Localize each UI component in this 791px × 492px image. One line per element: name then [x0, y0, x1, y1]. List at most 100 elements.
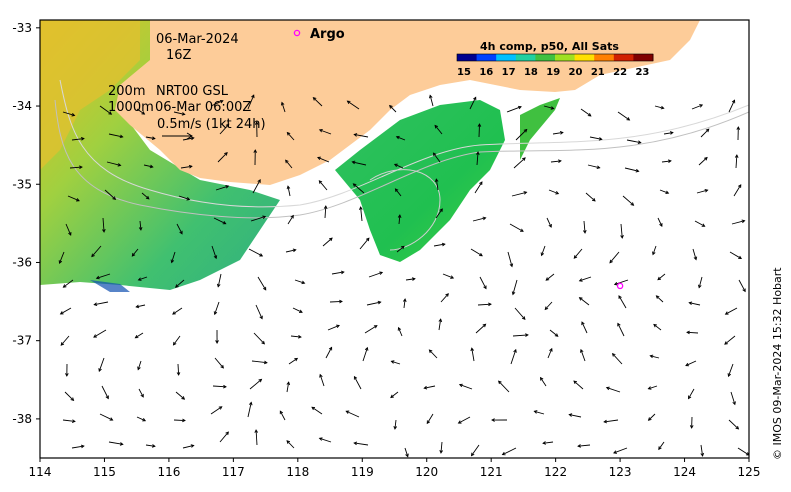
current-arrow-head [225, 185, 230, 189]
current-arrow-head [220, 364, 224, 369]
current-arrow-head [71, 419, 76, 423]
current-arrow [435, 208, 443, 219]
current-arrow [173, 419, 186, 421]
current-arrow [322, 237, 333, 247]
colorbar-label: 16 [479, 67, 493, 78]
current-arrow [60, 307, 72, 315]
current-arrow-head [737, 184, 742, 188]
current-arrow [440, 441, 443, 453]
current-arrow-head [402, 298, 407, 303]
current-arrow-head [79, 165, 83, 170]
current-arrow-head [533, 410, 538, 414]
current-arrow [509, 223, 524, 232]
colorbar-label: 19 [546, 67, 560, 78]
current-arrow-head [704, 156, 708, 161]
current-arrow-head [393, 163, 398, 167]
current-arrow-head [390, 394, 394, 399]
current-arrow [94, 301, 109, 306]
current-arrow-head [395, 135, 400, 140]
current-arrow-head [700, 452, 705, 457]
current-arrow-head [261, 340, 266, 345]
current-arrow [63, 279, 74, 288]
current-arrow-head [426, 420, 431, 425]
current-arrow-head [434, 124, 439, 129]
current-arrow [324, 205, 327, 219]
current-arrow [698, 276, 703, 288]
x-tick-label: 115 [93, 465, 116, 479]
current-arrow-head [58, 260, 63, 264]
current-arrow-head [581, 321, 585, 326]
colorbar-swatch [633, 54, 654, 61]
argo-legend-label: Argo [310, 27, 345, 42]
current-arrow-head [520, 228, 524, 232]
current-arrow [389, 105, 397, 113]
x-tick-label: 114 [29, 465, 52, 479]
current-vectors [58, 94, 749, 458]
current-arrow [67, 195, 80, 202]
current-arrow [319, 437, 332, 443]
current-arrow [549, 329, 559, 337]
current-arrow-head [251, 94, 255, 99]
current-arrow [541, 245, 546, 256]
x-tick-label: 122 [544, 465, 567, 479]
current-arrow [394, 163, 404, 169]
current-arrow [648, 413, 656, 421]
current-arrow-head [318, 437, 323, 441]
current-arrow-head [394, 188, 399, 192]
current-arrow-head [105, 395, 109, 400]
current-arrow [512, 279, 518, 295]
current-arrow-head [613, 281, 618, 286]
current-arrow-head [434, 178, 439, 183]
current-arrow [313, 97, 323, 107]
current-arrow-head [618, 295, 622, 299]
current-arrow-head [652, 251, 656, 256]
current-arrow-head [294, 357, 299, 362]
current-arrow-head [190, 444, 195, 448]
current-arrow [249, 379, 262, 390]
current-arrow [658, 441, 665, 450]
current-arrow-head [699, 104, 704, 108]
current-arrow-head [620, 235, 624, 239]
current-arrow-head [65, 373, 69, 377]
current-arrow [251, 360, 267, 364]
current-arrow-head [429, 94, 433, 99]
annot-product: NRT00 GSL [156, 84, 229, 99]
current-arrow-head [613, 450, 617, 454]
current-arrow-head [482, 216, 487, 221]
current-arrow [250, 216, 266, 222]
current-arrow-head [550, 106, 555, 110]
current-arrow [214, 301, 220, 315]
current-arrow [325, 347, 333, 359]
current-arrow-head [186, 197, 191, 201]
current-arrow [730, 391, 736, 405]
current-arrow [136, 304, 146, 308]
current-arrow [650, 355, 660, 359]
current-arrow [319, 129, 332, 135]
current-arrow-head [630, 202, 635, 206]
current-arrow-head [138, 227, 143, 231]
current-arrow [544, 301, 553, 310]
argo-floats [616, 282, 624, 290]
x-tick-label: 118 [286, 465, 309, 479]
contour-200m [59, 79, 749, 208]
colorbar-swatch [476, 54, 497, 61]
current-arrow [507, 251, 513, 267]
current-arrow-head [731, 99, 736, 104]
current-arrow-head [181, 112, 186, 116]
sst-strip-east [520, 98, 560, 160]
current-arrow-head [542, 441, 547, 445]
x-axis: 114 115 116 117 118 119 120 121 122 123 124 125 [29, 458, 760, 479]
current-arrow-head [108, 111, 113, 115]
current-arrow [319, 374, 325, 387]
current-arrow-head [60, 342, 65, 346]
current-arrow [136, 108, 145, 115]
current-arrow [175, 391, 185, 400]
x-tick-label: 117 [222, 465, 245, 479]
current-arrow-head [411, 277, 416, 281]
current-arrow [471, 348, 475, 362]
current-arrow-head [102, 229, 106, 233]
current-arrow-head [518, 105, 522, 110]
current-arrow-head [218, 406, 223, 410]
colorbar-swatch [555, 54, 576, 61]
current-arrow [426, 413, 434, 424]
